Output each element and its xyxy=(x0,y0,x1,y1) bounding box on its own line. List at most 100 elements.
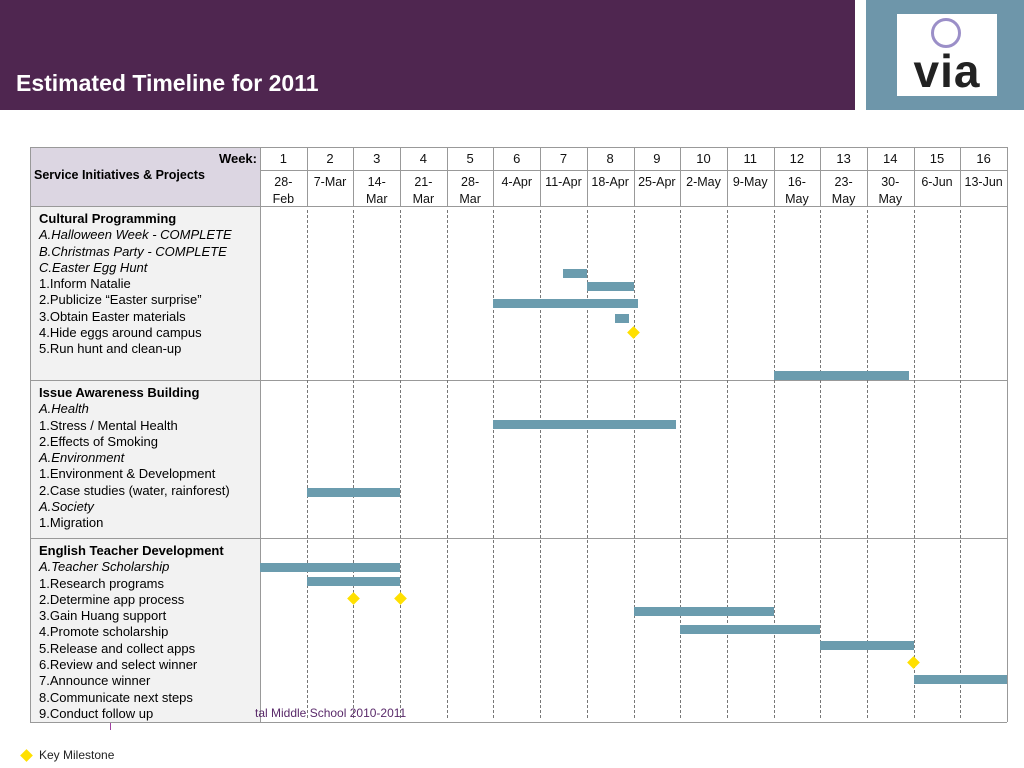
header-grid-line xyxy=(820,147,822,206)
week-number: 13 xyxy=(836,151,851,166)
task-item: A.Teacher Scholarship xyxy=(39,559,170,575)
week-grid-line xyxy=(960,210,962,718)
task-item: 9.Conduct follow up xyxy=(39,705,154,721)
header-grid-line xyxy=(306,147,308,206)
task-item: 2.Determine app process xyxy=(39,591,185,607)
logo: via xyxy=(897,14,997,96)
week-date: 6-Jun xyxy=(921,175,953,189)
row-border xyxy=(30,380,1007,381)
logo-text: via xyxy=(913,45,981,97)
milestone xyxy=(907,655,920,669)
task-item: 1.Stress / Mental Health xyxy=(39,417,178,433)
left-column-bg xyxy=(30,206,260,722)
week-label: Week: xyxy=(218,151,257,166)
task-bar xyxy=(260,563,401,572)
section-title: Issue Awareness Building xyxy=(39,385,200,400)
section-title: Cultural Programming xyxy=(39,211,177,226)
week-date: 7-Mar xyxy=(313,175,347,189)
task-bar xyxy=(563,269,587,278)
row-border xyxy=(30,538,1007,539)
table-border xyxy=(30,147,31,722)
week-date: 18-Apr xyxy=(591,175,629,189)
task-item: 2.Publicize “Easter surprise” xyxy=(39,292,202,308)
header-band xyxy=(0,0,855,110)
task-item: 1.Environment & Development xyxy=(39,466,216,482)
week-number: 6 xyxy=(513,151,521,166)
week-number: 7 xyxy=(559,151,568,166)
week-date: 4-Apr xyxy=(501,175,533,189)
task-item: A.Halloween Week - COMPLETE xyxy=(39,227,232,243)
task-item: B.Christmas Party - COMPLETE xyxy=(39,243,227,259)
week-grid-line xyxy=(353,210,355,718)
milestone xyxy=(393,591,407,605)
legend-label: Key Milestone xyxy=(39,748,115,762)
task-item: 8.Communicate next steps xyxy=(39,689,193,705)
week-number: 14 xyxy=(883,151,898,166)
header-grid-line xyxy=(586,147,588,206)
header-left-cell xyxy=(30,147,260,206)
week-grid-line xyxy=(540,210,542,718)
task-bar xyxy=(306,488,401,497)
section-text: Issue Awareness Building A.Health 1.Stress… xyxy=(30,380,260,532)
week-date: 25-Apr xyxy=(638,175,676,189)
week-grid-line xyxy=(866,210,868,718)
week-number: 4 xyxy=(419,151,428,166)
task-item: 2.Case studies (water, rainforest) xyxy=(39,482,230,498)
milestone xyxy=(627,325,640,339)
week-grid-line xyxy=(306,210,308,718)
header-grid-line xyxy=(446,147,448,206)
week-number: 9 xyxy=(653,151,661,166)
task-item: 1.Research programs xyxy=(39,575,164,591)
week-date: 9-May xyxy=(732,175,768,189)
section-title: English Teacher Development xyxy=(39,543,224,558)
header-grid-line xyxy=(633,147,635,206)
row-border xyxy=(30,206,1007,207)
task-bar xyxy=(680,625,821,634)
week-number: 5 xyxy=(466,151,474,166)
week-number: 1 xyxy=(279,151,287,166)
header-grid-line xyxy=(540,147,542,206)
week-number: 10 xyxy=(696,151,711,166)
task-bar xyxy=(773,371,909,380)
week-grid-line xyxy=(680,210,682,718)
week-number: 12 xyxy=(789,151,805,166)
week-grid-line xyxy=(446,210,448,718)
footer-text: tal Middle School 2010-2011 xyxy=(255,706,407,720)
week-number: 8 xyxy=(606,151,614,166)
week-date: 2-May xyxy=(686,175,721,189)
header-grid-line xyxy=(353,147,355,206)
week-grid-line xyxy=(586,210,588,718)
week-date: 21-Mar xyxy=(412,175,435,206)
task-item: 1.Inform Natalie xyxy=(39,276,131,292)
header-grid-line xyxy=(400,147,402,206)
week-date: 14-Mar xyxy=(365,175,388,206)
task-item: A.Environment xyxy=(39,450,125,466)
task-bar xyxy=(633,607,774,616)
task-item: 4.Promote scholarship xyxy=(39,624,169,640)
week-grid-line xyxy=(773,210,775,718)
task-item: 1.Migration xyxy=(39,515,104,531)
row-border xyxy=(30,722,1007,723)
week-date: 11-Apr xyxy=(545,175,582,189)
week-grid-line xyxy=(400,210,402,718)
week-grid-line xyxy=(820,210,822,718)
task-bar xyxy=(493,420,676,429)
task-bar xyxy=(586,282,634,291)
milestone xyxy=(347,591,360,605)
week-date: 28-Feb xyxy=(272,175,295,206)
header-grid-line xyxy=(1007,147,1008,206)
header-grid-line xyxy=(773,147,775,206)
task-item: 3.Obtain Easter materials xyxy=(39,308,186,324)
task-item: A.Society xyxy=(39,499,94,515)
week-grid-line xyxy=(726,210,728,718)
task-item: 2.Effects of Smoking xyxy=(39,433,158,449)
logo-mark xyxy=(931,18,961,48)
week-number: 15 xyxy=(929,151,945,166)
header-grid-line xyxy=(493,147,495,206)
week-date: 28-Mar xyxy=(459,175,481,206)
task-item: A.Health xyxy=(39,401,89,417)
first-column-label: Service Initiatives & Projects xyxy=(34,168,205,182)
row-border xyxy=(30,147,1007,148)
week-grid-line xyxy=(633,210,635,718)
